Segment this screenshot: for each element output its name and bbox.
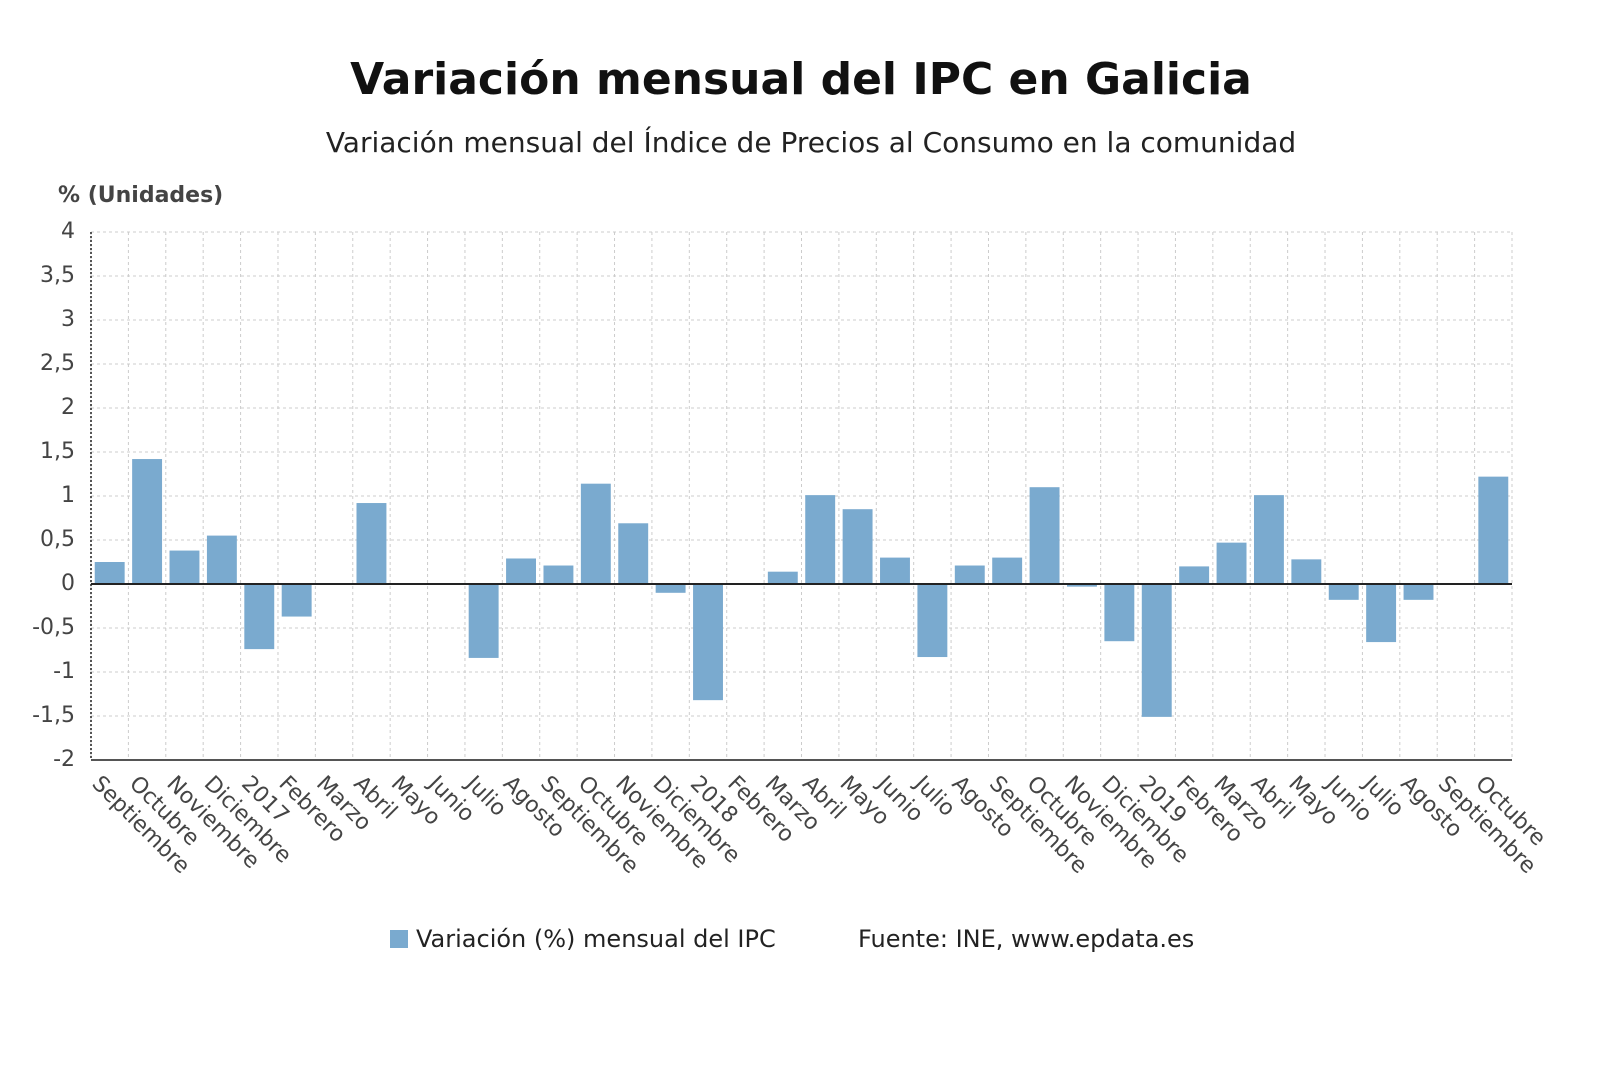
bar xyxy=(543,565,574,584)
bar xyxy=(1067,584,1097,587)
bar xyxy=(767,571,798,584)
bar xyxy=(468,584,499,658)
y-tick-label: 3,5 xyxy=(40,263,75,288)
chart-title: Variación mensual del IPC en Galicia xyxy=(350,54,1252,105)
bar xyxy=(1403,584,1434,600)
bar xyxy=(1291,559,1322,584)
y-tick-label: 0,5 xyxy=(40,527,75,552)
bar xyxy=(1179,566,1210,584)
bar xyxy=(94,562,125,584)
bar xyxy=(281,584,312,617)
legend-swatch xyxy=(390,930,408,948)
y-tick-label: 2,5 xyxy=(40,351,75,376)
bar xyxy=(206,535,237,584)
y-tick-label: 4 xyxy=(61,219,75,244)
bar xyxy=(356,503,387,584)
bar xyxy=(693,584,723,701)
bar xyxy=(132,459,163,584)
bar xyxy=(880,557,910,584)
bar xyxy=(506,558,536,584)
bar xyxy=(805,495,836,584)
bar xyxy=(1216,542,1247,584)
bar xyxy=(169,550,200,584)
bar xyxy=(1104,584,1135,642)
bar xyxy=(842,509,873,584)
bar xyxy=(580,483,611,584)
bar xyxy=(1366,584,1397,643)
chart-subtitle: Variación mensual del Índice de Precios … xyxy=(326,125,1296,159)
y-tick-label: 2 xyxy=(61,395,75,420)
y-tick-label: -1,5 xyxy=(32,703,75,728)
legend-label: Variación (%) mensual del IPC xyxy=(416,925,776,953)
y-axis-label: % (Unidades) xyxy=(58,183,223,208)
y-tick-label: 1 xyxy=(61,483,75,508)
y-tick-label: 3 xyxy=(61,307,75,332)
bar xyxy=(1029,487,1060,584)
bar xyxy=(655,584,686,593)
y-tick-label: 1,5 xyxy=(40,439,75,464)
y-tick-label: -2 xyxy=(53,747,75,772)
bar xyxy=(917,584,948,658)
bar xyxy=(244,584,275,650)
bar xyxy=(1328,584,1359,600)
bar xyxy=(954,565,985,584)
bar xyxy=(992,557,1023,584)
bar xyxy=(1478,476,1509,584)
bar xyxy=(618,523,649,584)
y-tick-label: -1 xyxy=(53,659,75,684)
bar xyxy=(1253,495,1284,584)
y-tick-label: 0 xyxy=(61,571,75,596)
source: Fuente: INE, www.epdata.es xyxy=(858,925,1194,953)
y-tick-label: -0,5 xyxy=(32,615,75,640)
bar xyxy=(1141,584,1172,717)
